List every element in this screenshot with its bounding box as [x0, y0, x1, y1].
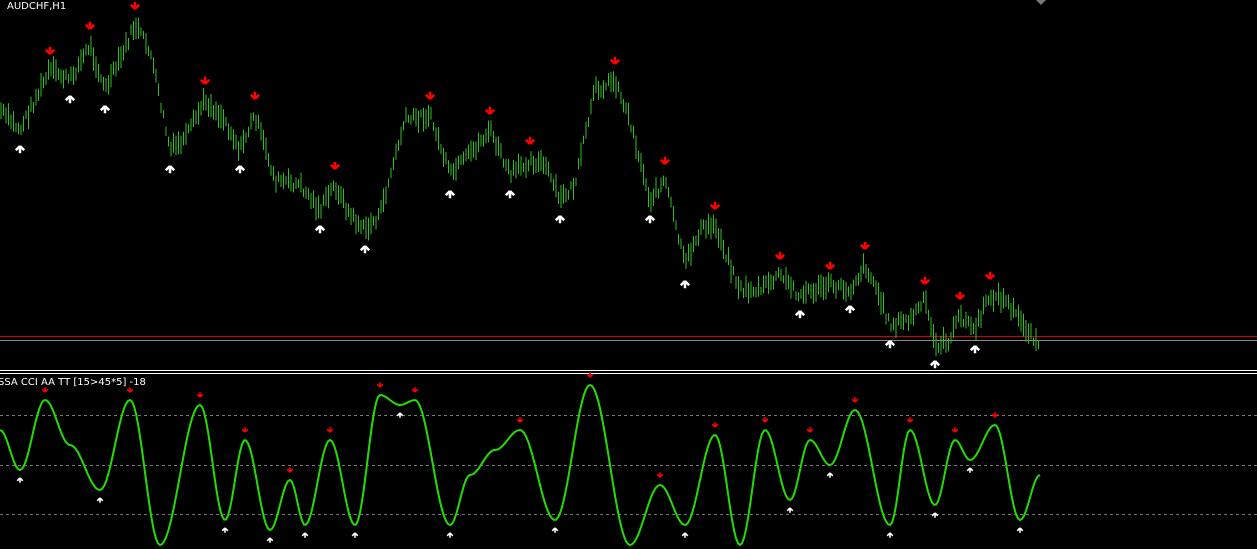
- sell-arrow: [286, 467, 294, 473]
- sell-arrow: [711, 422, 719, 428]
- buy-arrow: [644, 215, 656, 224]
- sell-arrow: [126, 387, 134, 393]
- buy-arrow: [551, 527, 559, 533]
- buy-arrow: [314, 225, 326, 234]
- sell-arrow: [984, 271, 996, 280]
- buy-arrow: [966, 467, 974, 473]
- buy-arrow: [1016, 527, 1024, 533]
- buy-arrow: [444, 190, 456, 199]
- sell-arrow: [326, 427, 334, 433]
- sell-arrow: [859, 241, 871, 250]
- buy-arrow: [64, 95, 76, 104]
- sell-arrow: [196, 392, 204, 398]
- buy-arrow: [844, 305, 856, 314]
- buy-arrow: [301, 532, 309, 538]
- sell-arrow: [411, 387, 419, 393]
- buy-arrow: [969, 345, 981, 354]
- sell-arrow: [709, 201, 721, 210]
- sell-arrow: [84, 21, 96, 30]
- sell-arrow: [991, 412, 999, 418]
- indicator-title: SSA CCI AA TT [15>45*5] -18: [0, 377, 146, 388]
- sell-arrow: [424, 91, 436, 100]
- buy-arrow: [884, 340, 896, 349]
- buy-arrow: [234, 165, 246, 174]
- sell-arrow: [44, 46, 56, 55]
- buy-arrow: [164, 165, 176, 174]
- sell-arrow: [329, 161, 341, 170]
- buy-arrow: [99, 105, 111, 114]
- buy-arrow: [504, 190, 516, 199]
- buy-arrow: [96, 497, 104, 503]
- sell-arrow: [241, 427, 249, 433]
- buy-arrow: [794, 310, 806, 319]
- window-title: AUDCHF,H1: [7, 1, 66, 12]
- buy-arrow: [826, 472, 834, 478]
- buy-arrow: [929, 360, 941, 369]
- sell-arrow: [376, 382, 384, 388]
- sell-arrow: [659, 156, 671, 165]
- buy-arrow: [681, 532, 689, 538]
- sell-arrow: [524, 136, 536, 145]
- sell-arrow: [851, 397, 859, 403]
- buy-arrow: [396, 412, 404, 418]
- buy-arrow: [14, 145, 26, 154]
- buy-arrow: [266, 537, 274, 543]
- buy-arrow: [886, 532, 894, 538]
- buy-arrow: [351, 532, 359, 538]
- sell-arrow: [919, 276, 931, 285]
- buy-arrow: [16, 477, 24, 483]
- sell-arrow: [656, 472, 664, 478]
- sell-arrow: [484, 106, 496, 115]
- price-window: [0, 0, 1257, 369]
- buy-arrow: [931, 512, 939, 518]
- sell-arrow: [249, 91, 261, 100]
- sell-arrow: [951, 427, 959, 433]
- sell-arrow: [806, 427, 814, 433]
- indicator-window: [0, 372, 1257, 547]
- buy-arrow: [221, 527, 229, 533]
- buy-arrow: [679, 280, 691, 289]
- oscillator-line: [0, 383, 1041, 547]
- sell-arrow: [586, 372, 594, 378]
- sell-arrow: [516, 417, 524, 423]
- sell-arrow: [954, 291, 966, 300]
- sell-arrow: [824, 261, 836, 270]
- sell-arrow: [906, 417, 914, 423]
- sell-arrow: [774, 251, 786, 260]
- scroll-marker: [1036, 0, 1046, 5]
- sell-arrow: [199, 76, 211, 85]
- sell-arrow: [609, 56, 621, 65]
- sell-arrow: [41, 387, 49, 393]
- buy-arrow: [359, 245, 371, 254]
- buy-arrow: [554, 215, 566, 224]
- buy-arrow: [446, 532, 454, 538]
- sell-arrow: [129, 1, 141, 10]
- buy-arrow: [786, 507, 794, 513]
- sell-arrow: [761, 417, 769, 423]
